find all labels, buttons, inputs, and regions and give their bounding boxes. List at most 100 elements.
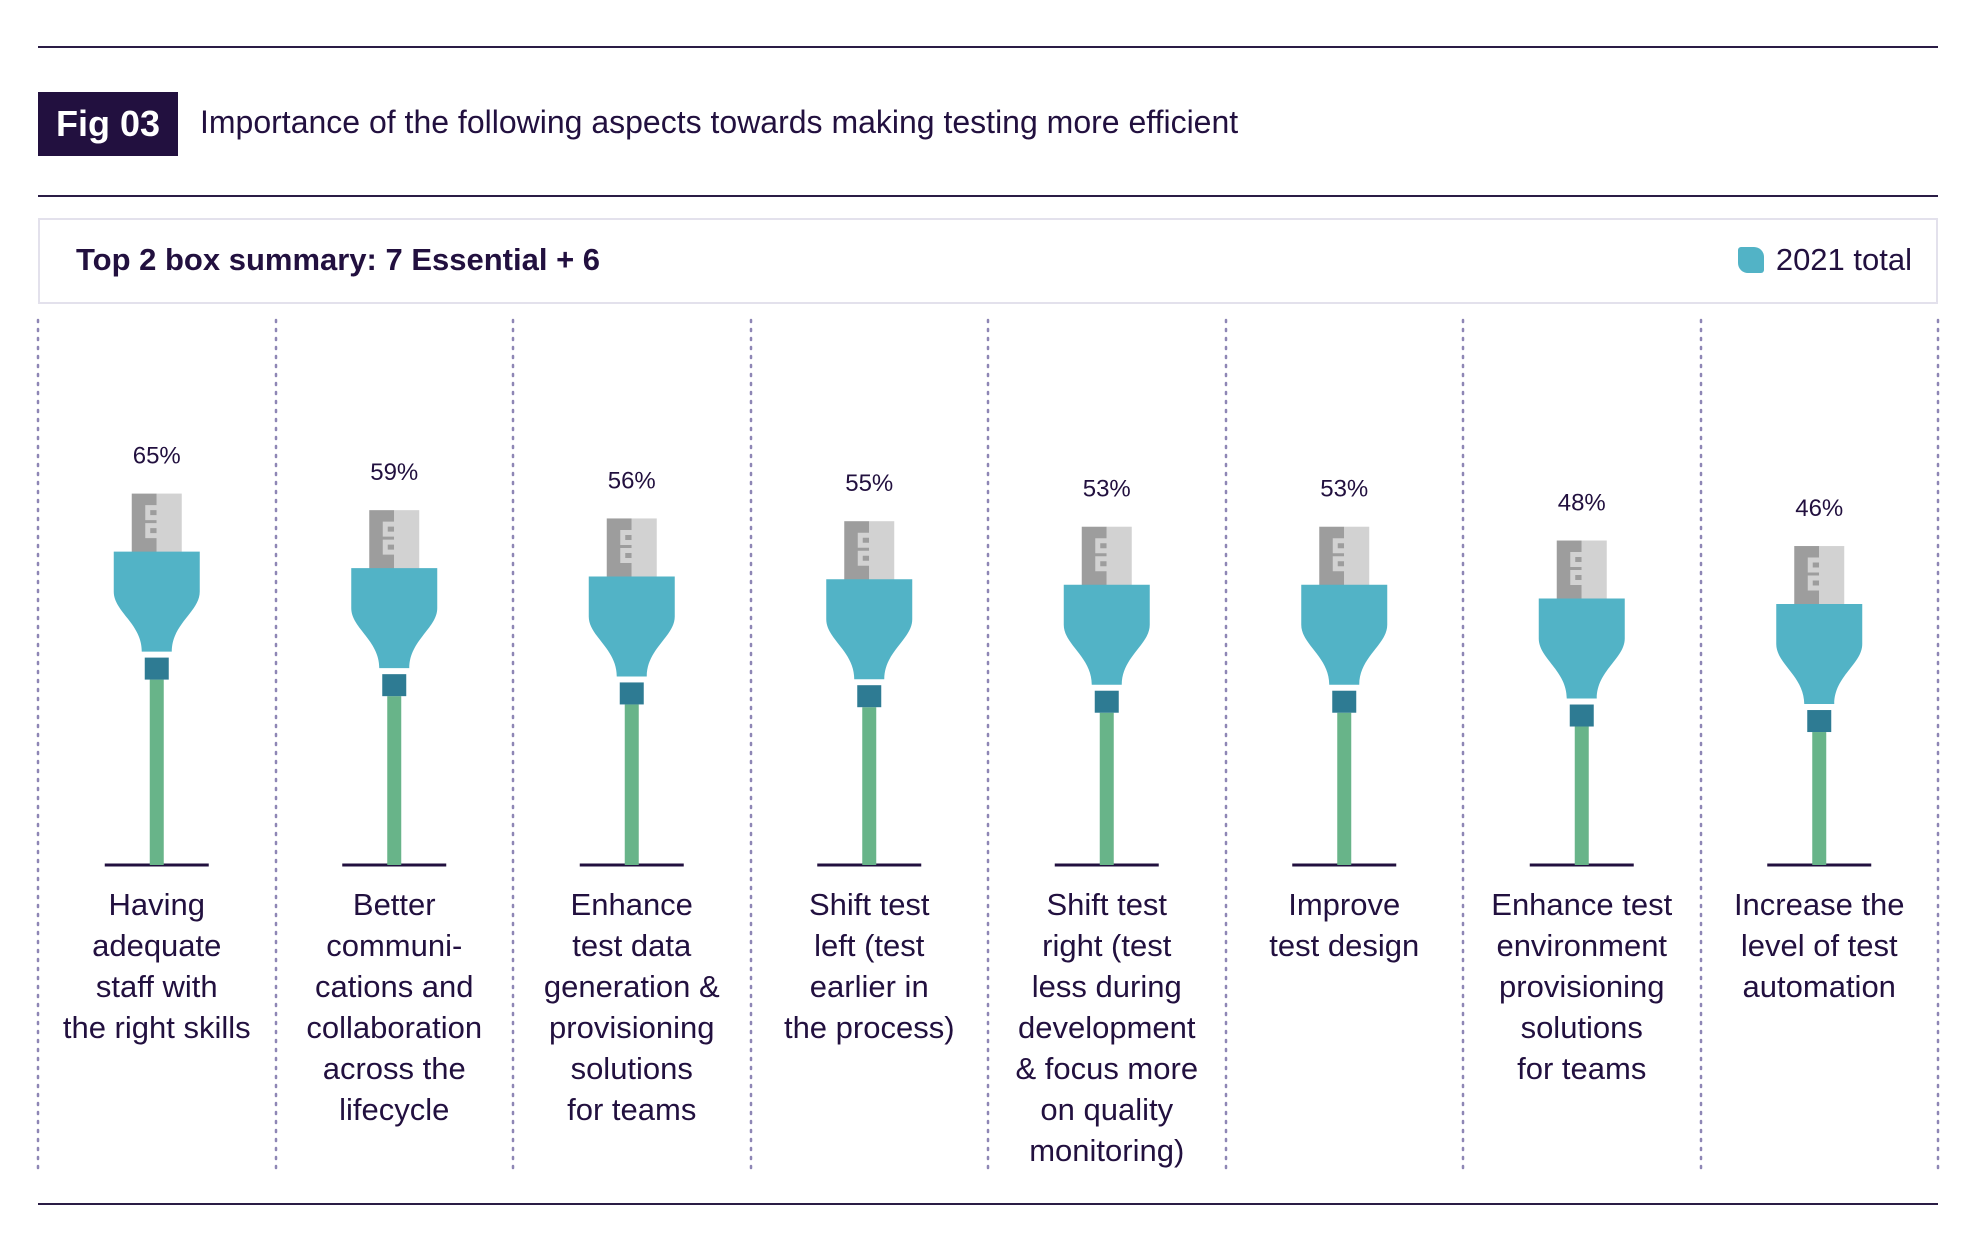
plug-prong-notch — [1807, 557, 1820, 591]
cable-bar — [624, 704, 639, 865]
plug-prong-right — [631, 518, 657, 579]
category-label-line: earlier in — [809, 969, 929, 1004]
category-label-line: Shift test — [808, 887, 930, 922]
category-label-line: right (test — [1042, 928, 1172, 963]
category-label-line: test design — [1269, 928, 1420, 963]
plug-neck — [1807, 710, 1832, 733]
category-label-line: Improve — [1288, 887, 1401, 922]
plug-prong-right — [1581, 540, 1607, 601]
category-label-line: & focus more — [1015, 1051, 1199, 1086]
legend: 2021 total — [1737, 242, 1912, 278]
plug-body — [1301, 584, 1388, 685]
category-label-line: communi- — [326, 928, 463, 963]
category-label-line: collaboration — [306, 1010, 483, 1045]
value-label: 48% — [1558, 490, 1606, 517]
category-label: Having adequate staff with the right skills — [42, 884, 272, 1048]
plug-neck — [382, 674, 407, 697]
value-label: 56% — [608, 467, 656, 494]
plug-prong-notch — [382, 521, 395, 555]
plug-neck — [857, 685, 882, 708]
category-label-line: adequate — [92, 928, 222, 963]
plug-neck — [1332, 690, 1357, 713]
plug-neck — [619, 682, 644, 705]
category-label-line: Shift test — [1046, 887, 1168, 922]
bottom-rule — [38, 1203, 1938, 1205]
category-label-line: development — [1017, 1010, 1196, 1045]
category-label: Shift test right (test less during developm… — [992, 884, 1222, 1171]
category-label-line: level of test — [1740, 928, 1898, 963]
cable-bar — [387, 696, 402, 865]
category-label: Better communi-cations and collaboration ac… — [279, 884, 509, 1130]
plug-prong-right — [394, 510, 420, 571]
cable-bar — [1337, 712, 1352, 865]
plug-prong-right — [1819, 546, 1845, 607]
cable-bar — [1099, 712, 1114, 865]
legend-swatch — [1737, 247, 1764, 273]
category-label-line: the right skills — [62, 1010, 251, 1045]
cable-bar — [1574, 726, 1589, 865]
cable-bar — [862, 707, 877, 865]
category-label-line: lifecycle — [339, 1092, 450, 1127]
category-label-line: monitoring) — [1029, 1133, 1185, 1168]
cable-bar — [1812, 732, 1827, 865]
category-label-line: left (test — [814, 928, 925, 963]
plug-prong-notch — [1332, 538, 1345, 572]
category-label-line: staff with — [95, 969, 218, 1004]
category-label-line: for teams — [567, 1092, 697, 1127]
category-label-line: for teams — [1517, 1051, 1647, 1086]
category-label-line: on quality — [1040, 1092, 1174, 1127]
plug-prong-right — [156, 493, 182, 554]
category-label-line: Having — [108, 887, 206, 922]
category-label-line: automation — [1742, 969, 1896, 1004]
category-label-line: provisioning — [549, 1010, 715, 1045]
category-label-line: Enhance — [570, 887, 693, 922]
category-label-line: test data — [572, 928, 692, 963]
category-label-line: provisioning — [1499, 969, 1665, 1004]
category-label: Increase the level of test automation — [1704, 884, 1934, 1007]
category-label: Improve test design — [1229, 884, 1459, 966]
category-label-line: Better — [352, 887, 436, 922]
plug-prong-notch — [1570, 552, 1582, 586]
category-label-line: Enhance test — [1491, 887, 1673, 922]
plug-prong-notch — [1095, 538, 1107, 572]
value-label: 55% — [845, 470, 893, 497]
plug-body — [351, 568, 438, 669]
category-label-line: solutions — [1520, 1010, 1643, 1045]
top-rule — [38, 46, 1938, 48]
figure-badge: Fig 03 — [38, 92, 179, 156]
category-label: Enhance test environment provisioning solut… — [1467, 884, 1697, 1089]
category-label: Enhance test data generation & provisioning… — [517, 884, 747, 1130]
value-label: 59% — [370, 459, 418, 486]
category-label-line: cations and — [314, 969, 474, 1004]
category-label-line: Increase the — [1733, 887, 1905, 922]
category-label-line: less during — [1031, 969, 1182, 1004]
value-label: 53% — [1083, 476, 1131, 503]
plug-body — [826, 579, 913, 680]
plug-neck — [1094, 690, 1119, 713]
header-rule — [38, 195, 1938, 197]
legend-label: 2021 total — [1775, 242, 1912, 277]
category-label-line: the process) — [783, 1010, 955, 1045]
plug-body — [588, 576, 675, 677]
category-label: Shift test left (test earlier in the proces… — [754, 884, 984, 1048]
cable-bar — [149, 679, 164, 865]
plug-body — [1538, 598, 1625, 699]
plug-body — [113, 551, 200, 652]
category-label-line: generation & — [543, 969, 720, 1004]
plug-prong-right — [1344, 526, 1370, 587]
figure-title: Importance of the following aspects towa… — [200, 104, 1239, 140]
category-label-line: across the — [322, 1051, 466, 1086]
category-label-line: solutions — [570, 1051, 693, 1086]
plug-prong-right — [869, 521, 895, 582]
plug-body — [1063, 584, 1150, 685]
plug-prong-notch — [620, 529, 632, 563]
plug-prong-notch — [145, 505, 157, 539]
summary-header: Top 2 box summary: 7 Essential + 6 2021 … — [38, 218, 1938, 304]
value-label: 53% — [1320, 476, 1368, 503]
plug-prong-notch — [857, 532, 870, 566]
category-label-line: environment — [1496, 928, 1668, 963]
value-label: 65% — [133, 443, 181, 470]
summary-title: Top 2 box summary: 7 Essential + 6 — [76, 242, 601, 277]
plug-body — [1776, 604, 1863, 705]
